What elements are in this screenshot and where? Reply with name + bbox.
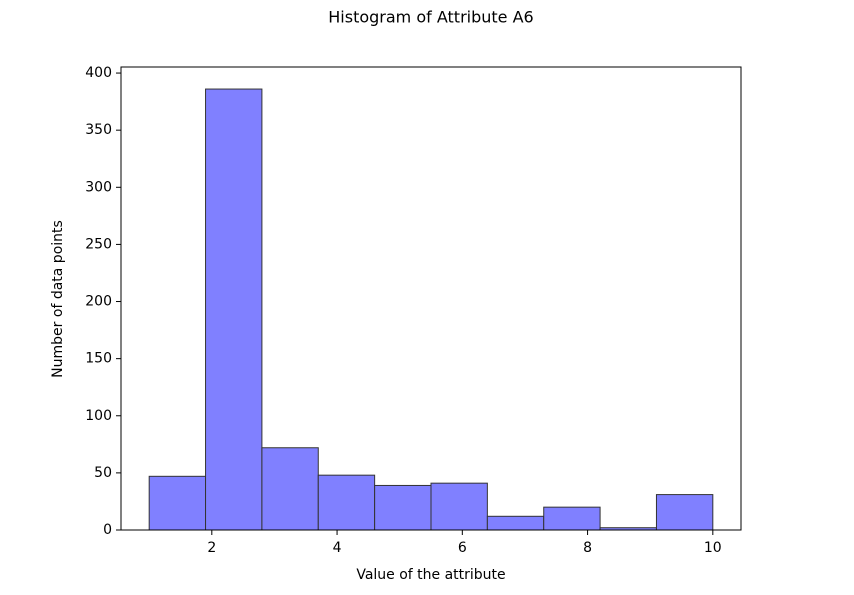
y-tick-label: 100 — [85, 408, 112, 424]
bar — [261, 447, 319, 531]
bar — [374, 484, 432, 531]
y-tick-label: 400 — [85, 65, 112, 81]
y-tick-label: 300 — [85, 179, 112, 195]
bar — [205, 88, 263, 531]
x-tick-label: 6 — [458, 540, 467, 556]
bar — [543, 506, 601, 531]
x-tick-label: 8 — [583, 540, 592, 556]
x-tick-label: 2 — [207, 540, 216, 556]
x-tick-label: 10 — [704, 540, 722, 556]
x-axis-label: Value of the attribute — [356, 567, 505, 583]
bar — [486, 515, 545, 531]
y-tick-label: 150 — [85, 351, 112, 367]
chart-title: Histogram of Attribute A6 — [328, 8, 533, 27]
y-tick-label: 250 — [85, 236, 112, 252]
bar — [655, 494, 714, 531]
y-tick-label: 0 — [103, 522, 112, 538]
bar — [317, 474, 376, 531]
y-tick-label: 350 — [85, 122, 112, 138]
x-tick-label: 4 — [333, 540, 342, 556]
bar — [430, 482, 488, 531]
plot-frame — [120, 66, 742, 531]
bar — [148, 475, 207, 531]
y-axis-label: Number of data points — [50, 220, 66, 378]
y-tick-label: 200 — [85, 294, 112, 310]
y-tick-label: 50 — [94, 465, 112, 481]
